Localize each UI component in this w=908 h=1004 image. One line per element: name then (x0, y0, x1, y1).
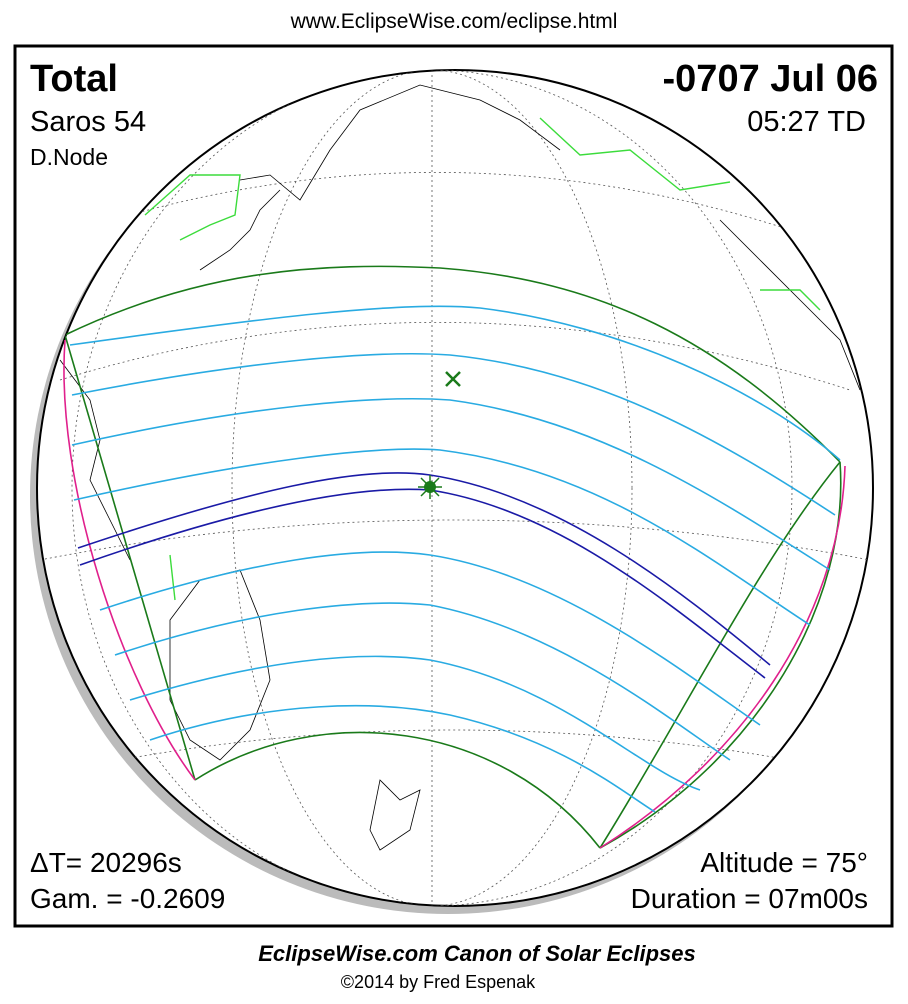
delta-t: ΔT= 20296s (30, 847, 182, 878)
coastlines (59, 84, 861, 851)
globe (36, 69, 874, 907)
gamma: Gam. = -0.2609 (30, 883, 225, 914)
url: www.EclipseWise.com/eclipse.html (290, 10, 618, 33)
frame (13, 44, 894, 928)
time: 05:27 TD (747, 106, 866, 138)
eclipse-date: -0707 Jul 06 (663, 58, 878, 100)
central-point-star (418, 475, 442, 499)
copyright: ©2014 by Fred Espenak (341, 972, 536, 992)
saros: Saros 54 (30, 106, 146, 138)
altitude: Altitude = 75° (700, 847, 868, 878)
borders (144, 117, 821, 601)
greatest-eclipse-marker (445, 371, 461, 387)
footer-title: EclipseWise.com Canon of Solar Eclipses (258, 941, 696, 966)
eclipse-paths (63, 265, 846, 849)
map-content (39, 70, 871, 906)
node: D.Node (30, 144, 108, 170)
markers (418, 371, 461, 499)
duration: Duration = 07m00s (631, 883, 868, 914)
eclipse-type: Total (30, 58, 118, 100)
